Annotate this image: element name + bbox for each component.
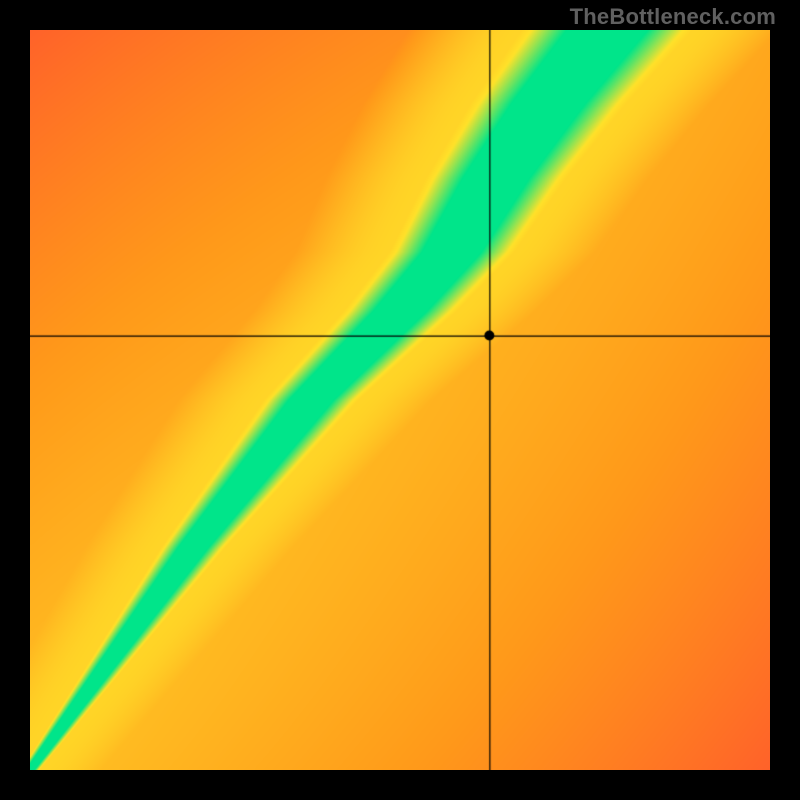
watermark-text: TheBottleneck.com (570, 4, 776, 30)
chart-container: TheBottleneck.com (0, 0, 800, 800)
bottleneck-heatmap (30, 30, 770, 770)
